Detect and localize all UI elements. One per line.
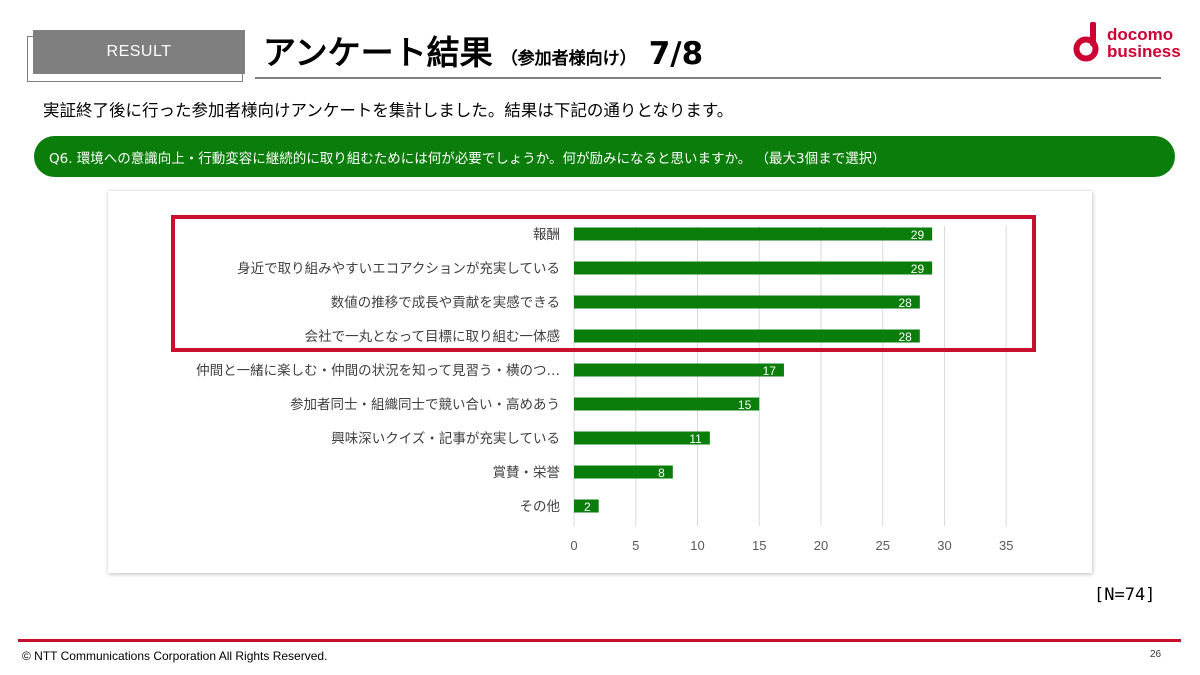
bar xyxy=(574,295,920,309)
category-label: その他 xyxy=(520,499,561,515)
question-banner: Q6. 環境への意識向上・行動変容に継続的に取り組むためには何が必要でしょうか。… xyxy=(34,136,1175,177)
data-label: 8 xyxy=(658,466,665,480)
category-label: 賞賛・栄誉 xyxy=(493,465,561,481)
category-label: 仲間と一緒に楽しむ・仲間の状況を知って見習う・横のつ… xyxy=(196,362,560,379)
category-label: 報酬 xyxy=(533,227,560,243)
bar xyxy=(574,227,933,241)
data-label: 17 xyxy=(763,364,777,378)
data-label: 29 xyxy=(911,228,925,242)
category-label: 会社で一丸となって目標に取り組む一体感 xyxy=(305,328,560,345)
x-tick-label: 25 xyxy=(876,538,890,553)
x-tick-label: 20 xyxy=(814,538,828,553)
x-tick-label: 5 xyxy=(632,538,639,553)
logo-line-2: business xyxy=(1107,42,1181,61)
title-subtitle: （参加者様向け） xyxy=(500,49,637,69)
data-label: 28 xyxy=(898,330,912,344)
data-label: 11 xyxy=(689,432,702,446)
bar xyxy=(574,261,933,275)
x-tick-label: 35 xyxy=(999,538,1013,553)
x-tick-label: 30 xyxy=(937,538,951,553)
category-label: 身近で取り組みやすいエコアクションが充実している xyxy=(237,261,560,277)
title-underline xyxy=(255,77,1161,79)
data-label: 28 xyxy=(898,296,912,310)
bar xyxy=(574,499,599,513)
category-label: 数値の推移で成長や貢献を実感できる xyxy=(331,294,560,311)
bar xyxy=(574,431,710,445)
title-page-indicator: 7/8 xyxy=(648,36,704,72)
copyright-text: © NTT Communications Corporation All Rig… xyxy=(22,649,328,663)
bar xyxy=(574,465,673,479)
intro-text: 実証終了後に行った参加者様向けアンケートを集計しました。結果は下記の通りとなりま… xyxy=(43,101,734,120)
logo-line-1: docomo xyxy=(1107,25,1174,44)
x-tick-label: 0 xyxy=(570,538,577,553)
category-label: 参加者同士・組織同士で競い合い・高めあう xyxy=(290,396,560,413)
bar xyxy=(574,329,920,343)
data-label: 29 xyxy=(911,262,925,276)
data-label: 2 xyxy=(584,500,591,514)
x-tick-label: 10 xyxy=(690,538,704,553)
page-number: 26 xyxy=(1150,649,1162,660)
logo-text: docomo business xyxy=(1107,26,1181,60)
data-label: 15 xyxy=(738,398,752,412)
bar xyxy=(574,397,760,411)
category-label: 興味深いクイズ・記事が充実している xyxy=(331,430,560,447)
result-tag: RESULT xyxy=(33,30,245,74)
top-answers-highlight xyxy=(171,215,1036,352)
chart-card: 0 5 10 15 20 25 30 35 29 報酬 29 身近で取り組みやすいエコアクションが充実… xyxy=(108,191,1092,573)
x-tick-label: 15 xyxy=(752,538,766,553)
bar-chart: 0 5 10 15 20 25 30 35 29 報酬 29 身近で取り組みやすいエコアクションが充実… xyxy=(196,226,1013,553)
page-title: アンケート結果 （参加者様向け） 7/8 xyxy=(263,26,703,76)
title-main: アンケート結果 xyxy=(263,33,493,72)
bar xyxy=(574,363,784,377)
docomo-business-logo: docomo business xyxy=(1073,20,1183,64)
docomo-d-icon xyxy=(1073,22,1099,62)
question-text: Q6. 環境への意識向上・行動変容に継続的に取り組むためには何が必要でしょうか。… xyxy=(49,150,886,167)
footer-rule xyxy=(18,639,1181,642)
sample-size-label: [N=74] xyxy=(1094,585,1156,605)
